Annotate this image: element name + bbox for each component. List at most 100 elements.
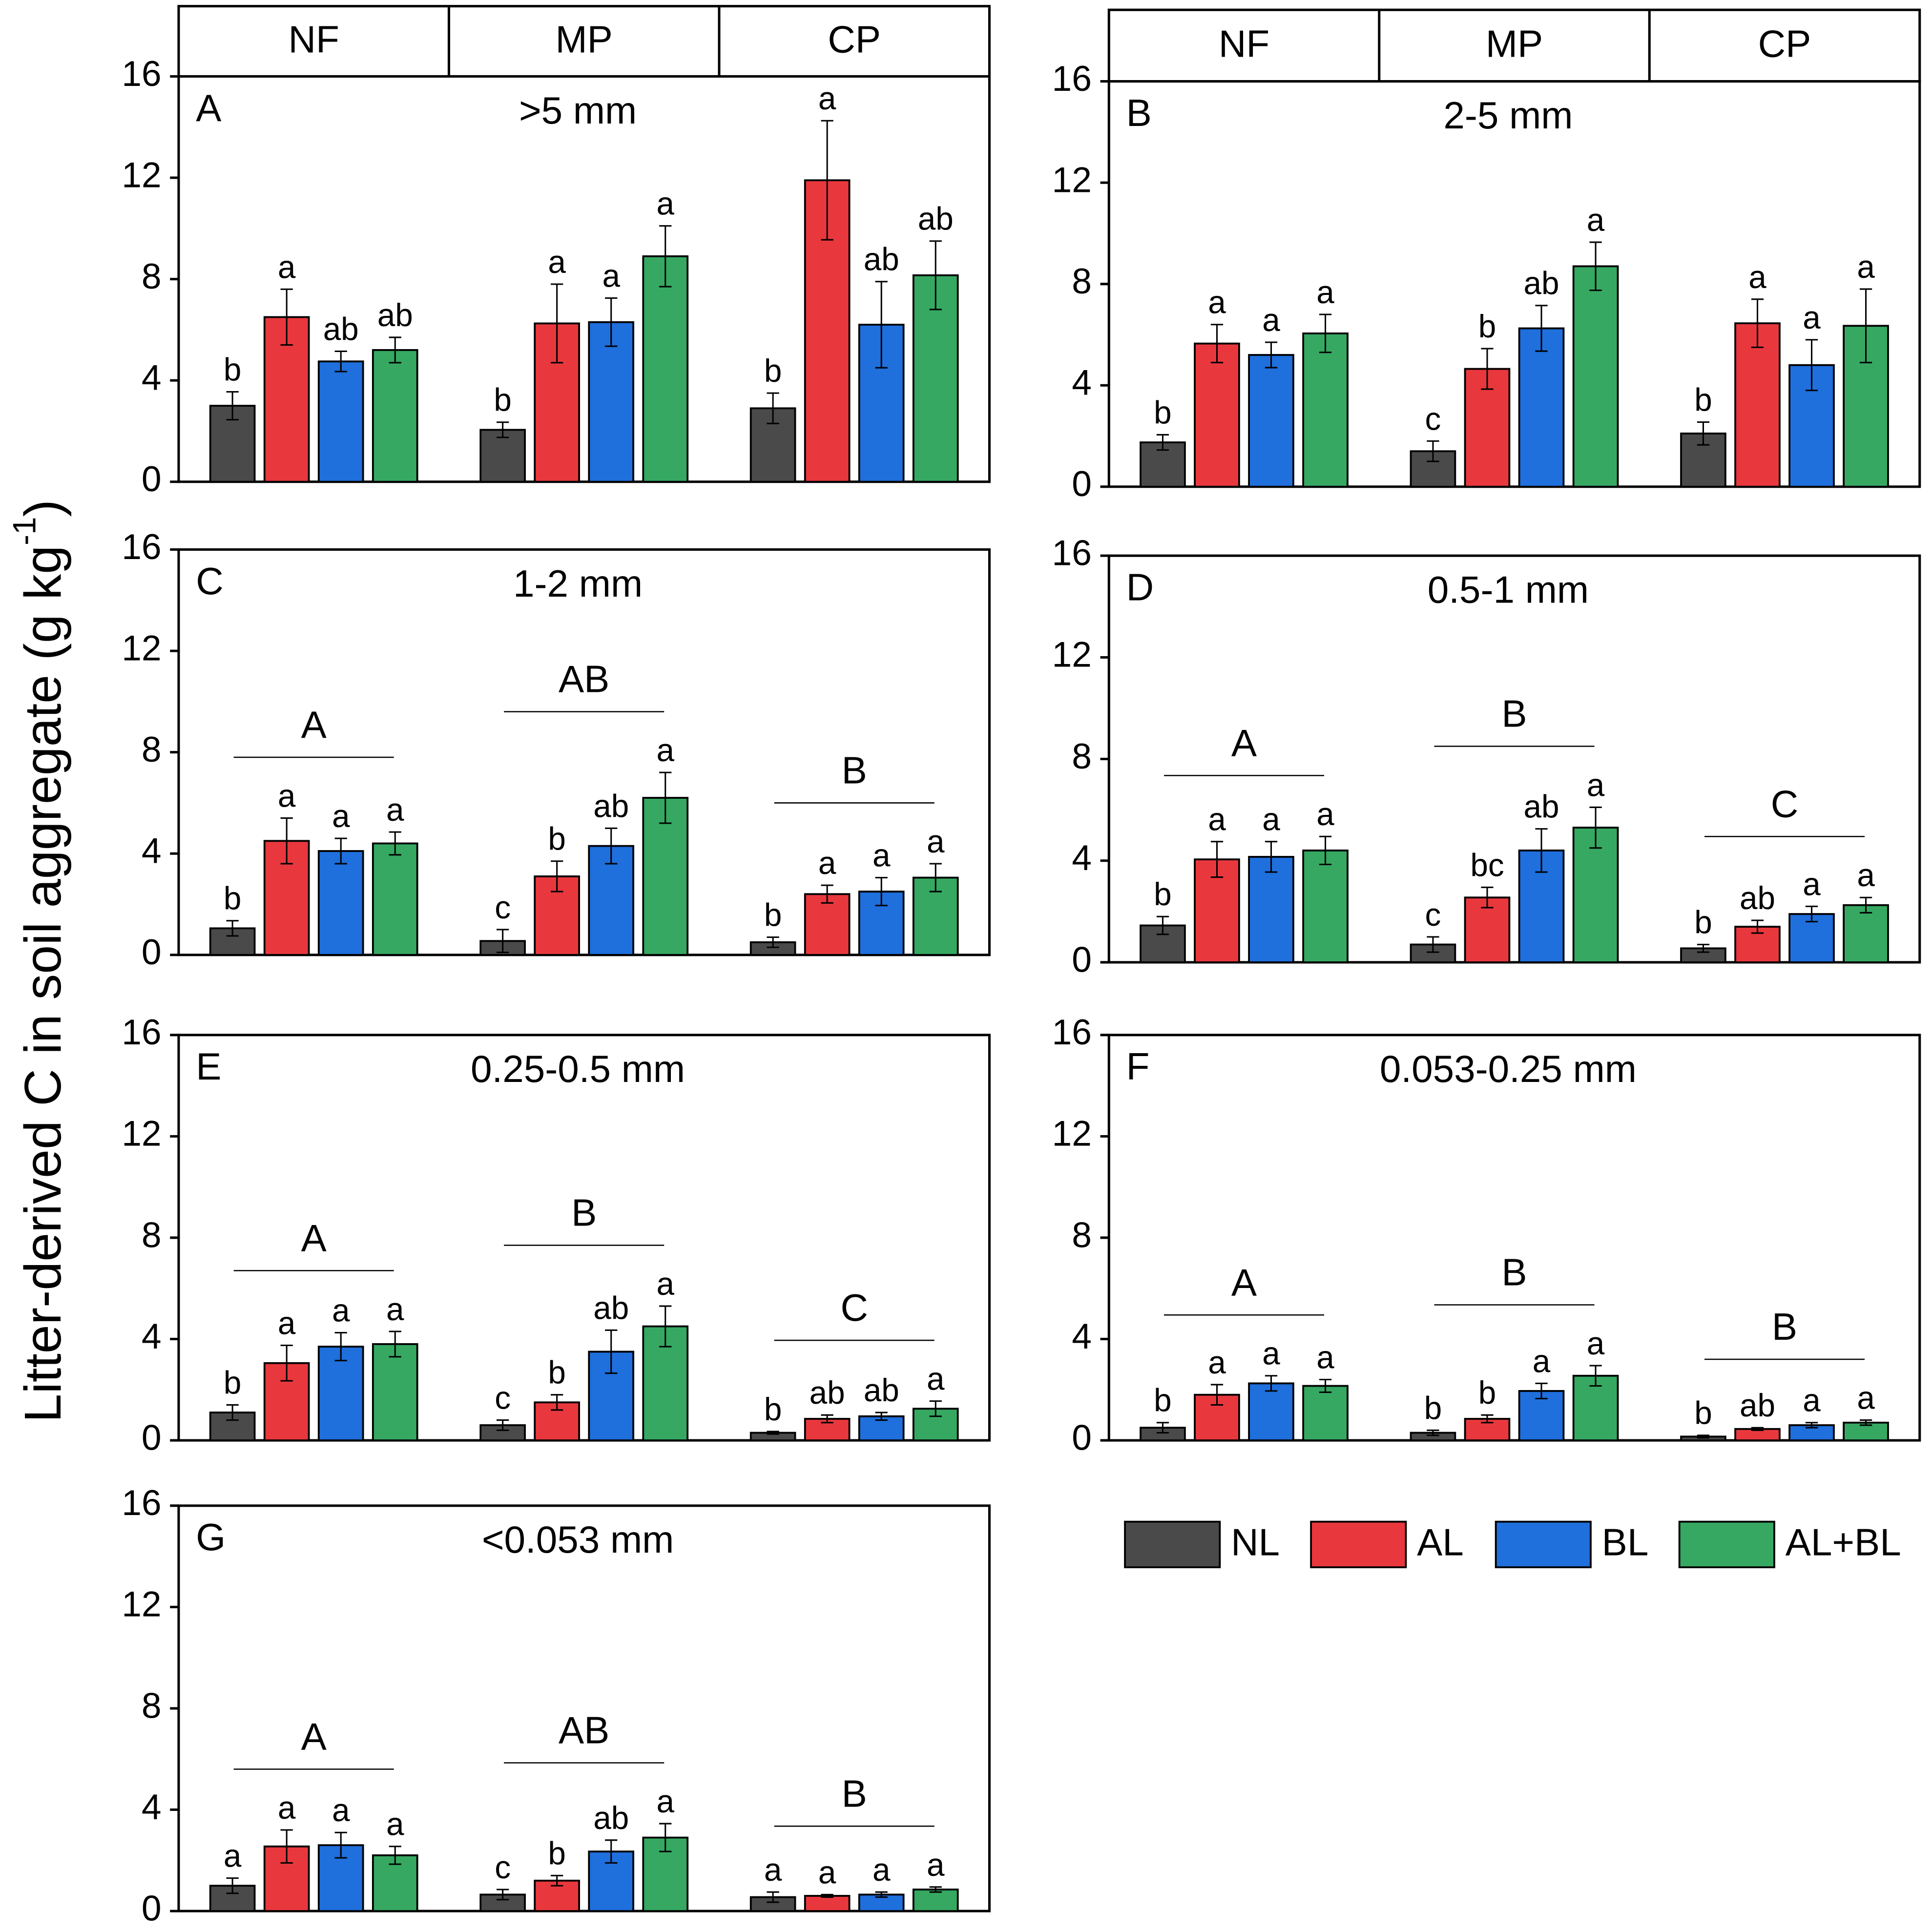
significance-letter: a: [1316, 1339, 1334, 1375]
significance-letter: b: [764, 1392, 782, 1427]
error-bar: [1751, 298, 1764, 348]
significance-letter: ab: [323, 311, 359, 347]
error-bar: [1427, 936, 1439, 953]
significance-letter: a: [1857, 1380, 1875, 1416]
significance-letter: b: [224, 352, 242, 387]
group-letter: A: [301, 703, 327, 746]
bar: [1248, 856, 1294, 963]
bar: [372, 1343, 418, 1441]
error-bar: [659, 1823, 672, 1852]
y-tick-label: 12: [1052, 635, 1092, 675]
bar: [317, 360, 364, 483]
error-bar: [929, 1886, 942, 1893]
y-tick-label: 8: [1072, 261, 1092, 301]
error-bar: [1319, 835, 1332, 866]
bar: [479, 429, 526, 483]
significance-letter: a: [278, 249, 296, 285]
y-tick-label: 8: [1072, 736, 1092, 776]
error-bar: [1697, 421, 1710, 446]
significance-letter: a: [1587, 202, 1605, 238]
error-bar: [497, 929, 509, 954]
error-bar: [497, 1419, 509, 1431]
panel-title: 0.5-1 mm: [1428, 568, 1589, 611]
bar: [1302, 850, 1349, 963]
y-tick-label: 12: [1052, 160, 1092, 200]
bar: [372, 842, 418, 956]
bar: [1302, 1385, 1349, 1441]
significance-letter: bc: [1470, 847, 1504, 883]
significance-letter: a: [332, 798, 350, 834]
group-letter: A: [301, 1715, 327, 1758]
significance-letter: a: [1587, 767, 1605, 803]
panel-title: 0.053-0.25 mm: [1380, 1047, 1637, 1090]
y-tick-label: 0: [142, 1888, 162, 1928]
error-bar: [1265, 841, 1278, 873]
significance-letter: a: [927, 824, 945, 859]
significance-letter: a: [386, 1291, 404, 1327]
y-tick-label: 8: [142, 1215, 162, 1255]
error-bar: [1751, 1427, 1764, 1431]
legend-label: AL+BL: [1786, 1520, 1901, 1563]
significance-letter: a: [332, 1792, 350, 1828]
y-label-sup: -1: [7, 517, 42, 545]
significance-letter: a: [818, 845, 836, 881]
significance-letter: a: [656, 1266, 674, 1302]
error-bar: [389, 1846, 401, 1865]
group-letter: C: [840, 1286, 868, 1329]
group-letter: B: [842, 1772, 867, 1815]
panel-letter: B: [1126, 91, 1152, 134]
significance-letter: b: [1154, 1383, 1172, 1418]
error-bar: [605, 1329, 618, 1374]
error-bar: [821, 120, 833, 241]
error-bar: [929, 240, 942, 311]
y-tick-label: 0: [142, 1417, 162, 1457]
error-bar: [1805, 1422, 1818, 1429]
significance-letter: b: [1694, 1395, 1712, 1431]
error-bar: [1481, 348, 1494, 390]
error-bar: [389, 831, 401, 856]
group-letter: A: [1231, 1261, 1257, 1304]
error-bar: [1751, 919, 1764, 934]
y-axis-label: Litter-derived C in soil aggregate (g kg…: [7, 499, 72, 1422]
error-bar: [605, 297, 618, 347]
significance-letter: b: [764, 897, 782, 933]
significance-letter: a: [873, 837, 891, 873]
error-bar: [551, 1874, 563, 1887]
panel-title: 1-2 mm: [513, 562, 643, 605]
error-bar: [767, 936, 779, 948]
plot-frame: [1107, 1034, 1921, 1442]
error-bar: [226, 1404, 239, 1421]
significance-letter: a: [1262, 302, 1280, 338]
y-tick-label: 4: [142, 831, 162, 871]
y-tick-label: 16: [122, 527, 161, 567]
error-bar: [389, 336, 401, 364]
error-bar: [929, 863, 942, 893]
significance-letter: a: [278, 1790, 296, 1826]
y-tick-label: 12: [122, 1584, 161, 1624]
significance-letter: c: [495, 1380, 511, 1416]
error-bar: [1427, 440, 1439, 462]
error-bar: [280, 288, 293, 346]
panel-title: 2-5 mm: [1443, 94, 1573, 137]
error-bar: [1859, 1419, 1872, 1426]
significance-letter: c: [1425, 897, 1441, 933]
significance-letter: ab: [864, 1372, 899, 1408]
error-bar: [875, 1412, 888, 1421]
legend-swatch: [1124, 1520, 1221, 1568]
error-bar: [659, 771, 672, 824]
significance-letter: b: [1154, 395, 1172, 430]
y-label-end: ): [14, 499, 72, 517]
y-tick-label: 4: [142, 357, 162, 397]
panel-letter: C: [196, 560, 223, 602]
bar: [804, 893, 851, 956]
bar: [912, 1889, 959, 1912]
error-bar: [1481, 1414, 1494, 1424]
significance-letter: c: [495, 1849, 511, 1885]
significance-letter: a: [818, 1854, 836, 1890]
significance-letter: a: [1803, 1383, 1821, 1418]
significance-letter: a: [1316, 796, 1334, 832]
error-bar: [1805, 339, 1818, 392]
error-bar: [1265, 341, 1278, 369]
y-tick-label: 16: [122, 1483, 161, 1523]
